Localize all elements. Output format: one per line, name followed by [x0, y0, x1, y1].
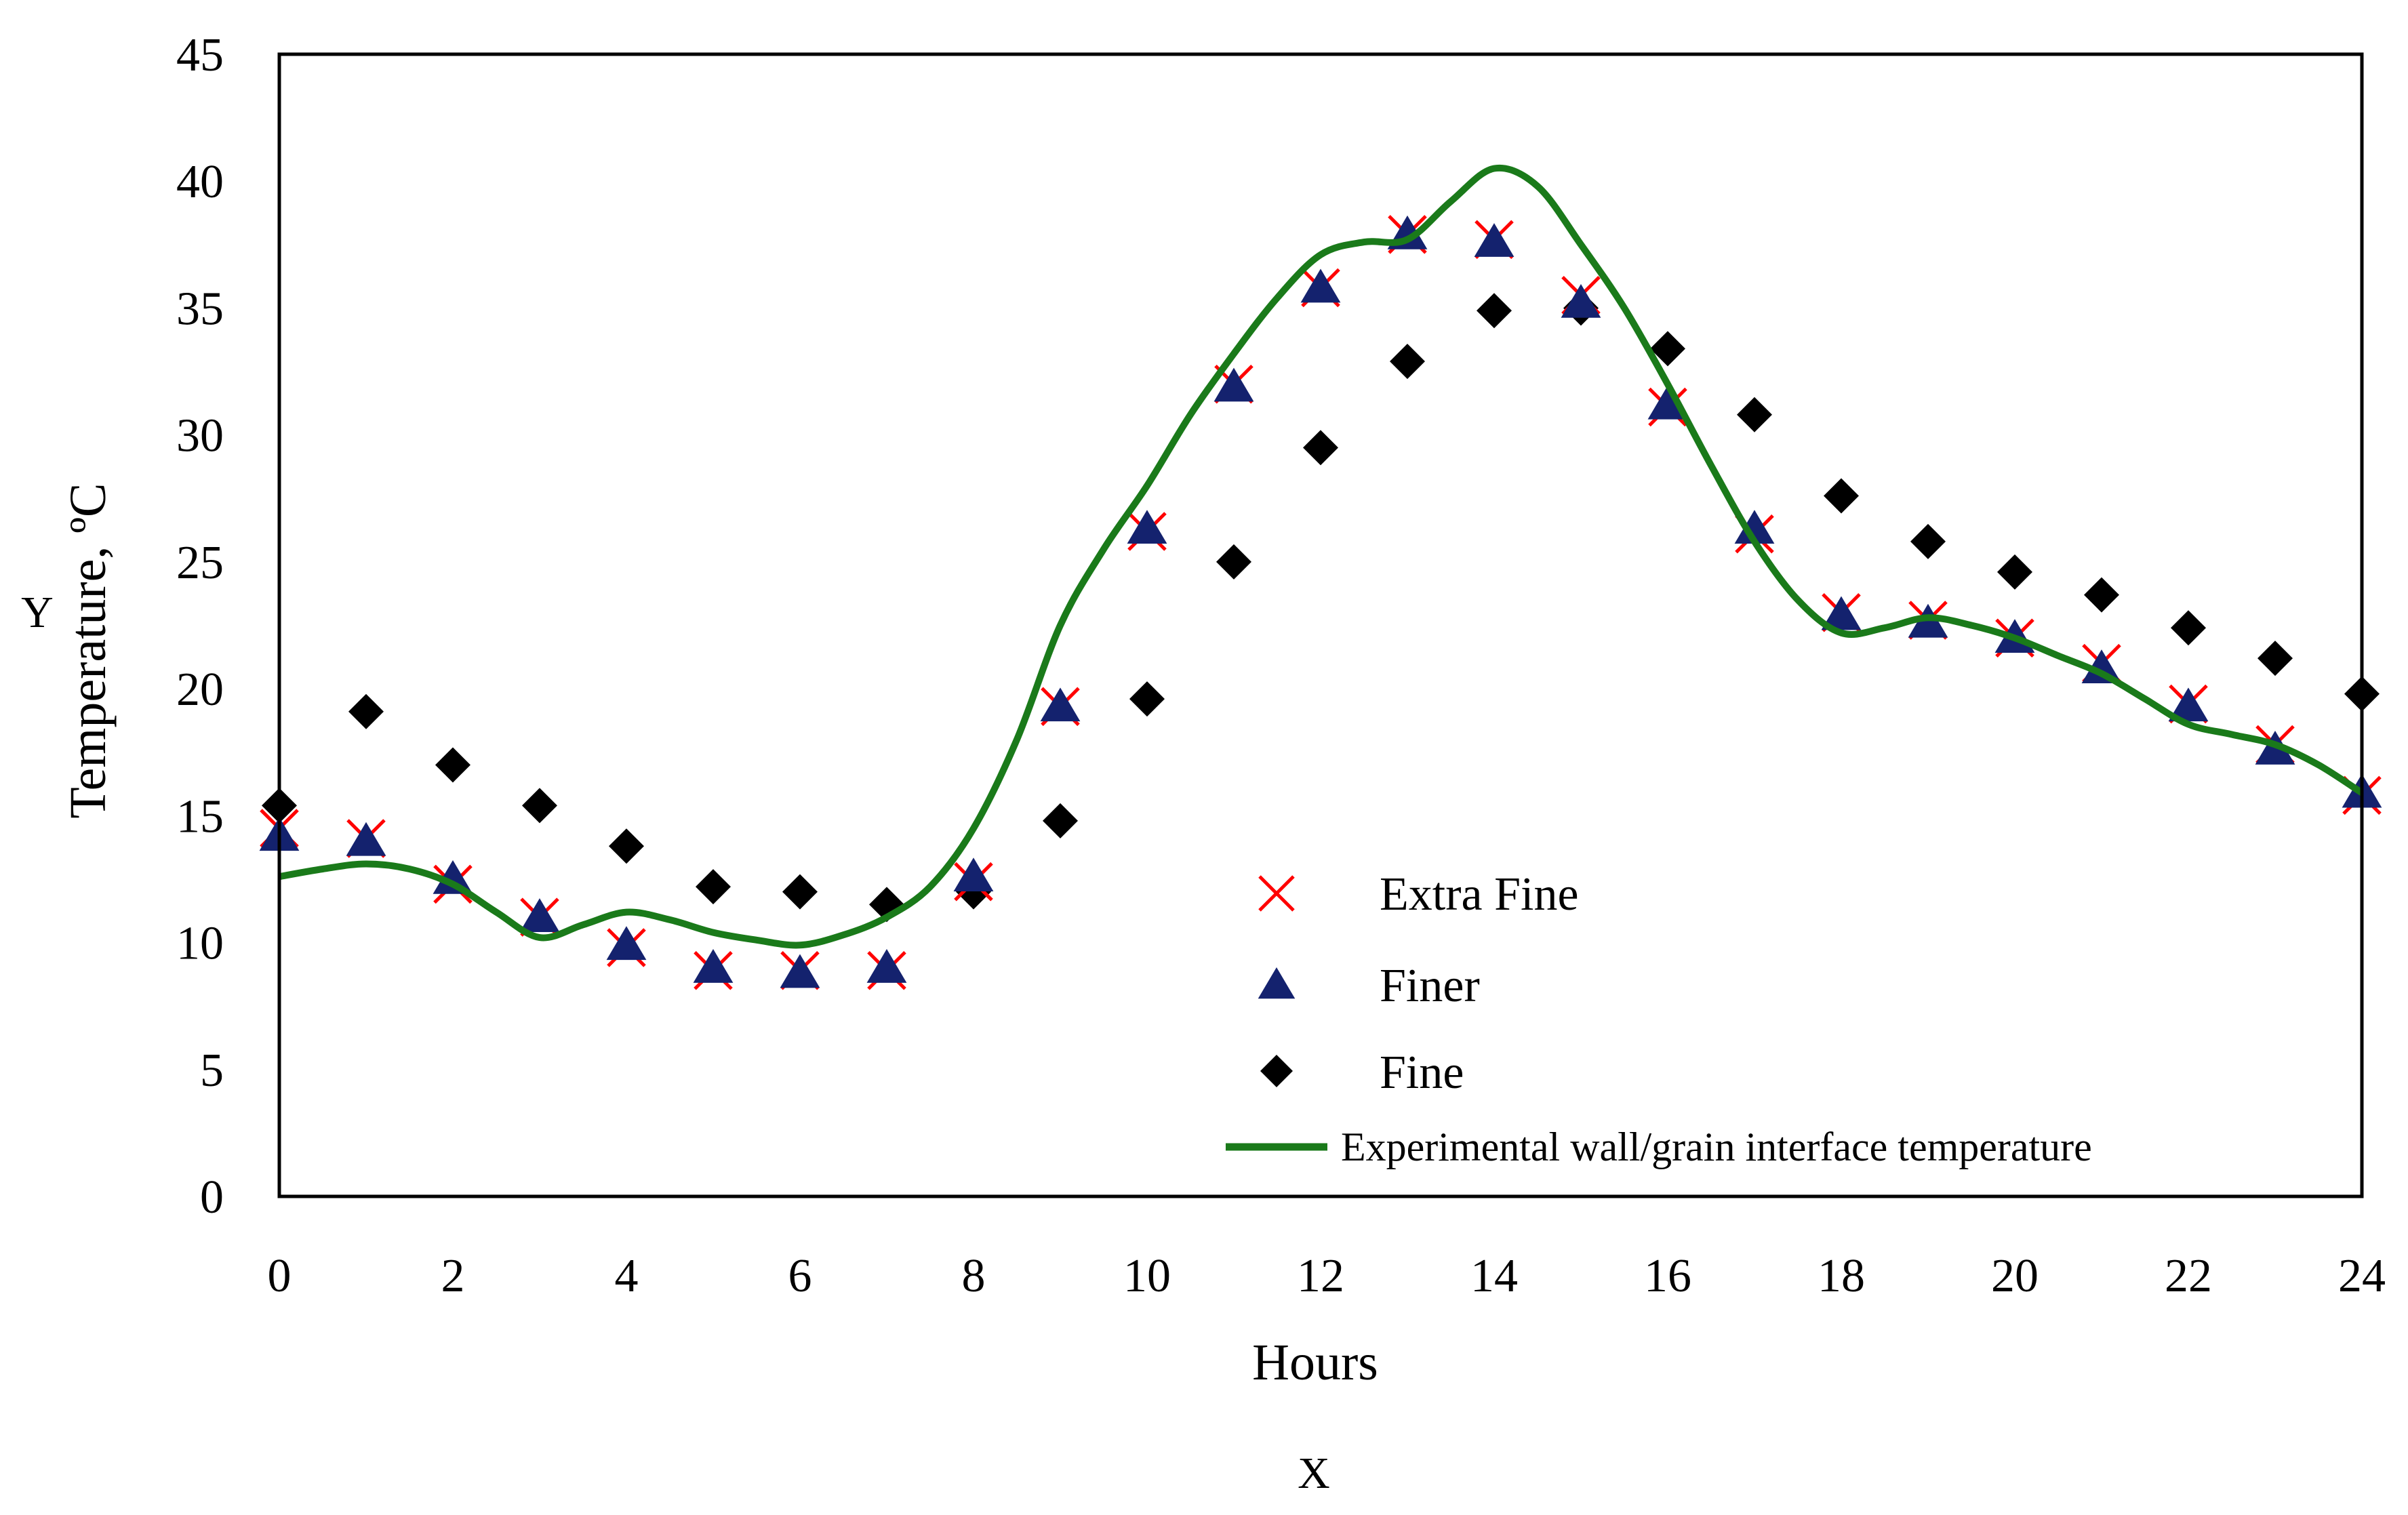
x-axis-ticks: 0 2 4 6 8 10 12 14 16 18 20 22 24 [268, 1250, 2386, 1302]
series-fine [262, 290, 2380, 923]
finer-point [780, 954, 820, 988]
fine-point [1910, 523, 1946, 559]
y-axis-ticks: 0 5 10 15 20 25 30 35 40 45 [176, 29, 224, 1224]
finer-point [1561, 283, 1601, 318]
series-extra-fine [260, 215, 2382, 990]
fine-point [1303, 430, 1338, 466]
finer-point [1734, 510, 1775, 544]
x-tick-label: 14 [1470, 1250, 1518, 1302]
finer-point [1647, 385, 1688, 420]
fine-point [1129, 681, 1165, 717]
legend-item-experimental: Experimental wall/grain interface temper… [1226, 1125, 2092, 1169]
finer-point [953, 857, 994, 892]
fine-point [435, 747, 470, 783]
finer-point [1300, 268, 1341, 303]
legend: Extra Fine Finer Fine Experimental wall/… [1226, 868, 2092, 1169]
finer-point [1040, 687, 1081, 722]
legend-label-experimental: Experimental wall/grain interface temper… [1341, 1125, 2092, 1169]
legend-x-marker [1258, 875, 1295, 912]
x-tick-label: 2 [441, 1250, 465, 1302]
finer-point [2168, 687, 2209, 722]
x-tick-label: 22 [2165, 1250, 2212, 1302]
x-tick-label: 12 [1297, 1250, 1344, 1302]
fine-point [1216, 544, 1251, 580]
legend-diamond-marker [1260, 1055, 1293, 1087]
finer-point [519, 898, 560, 932]
fine-point [609, 828, 644, 864]
y-axis-title: Temperature, ºC [60, 483, 117, 818]
x-tick-label: 16 [1644, 1250, 1691, 1302]
x-tick-label: 24 [2338, 1250, 2386, 1302]
fine-point [522, 788, 557, 824]
y-tick-label: 15 [176, 790, 224, 843]
legend-item-extra-fine: Extra Fine [1258, 868, 1579, 921]
y-tick-label: 35 [176, 283, 224, 335]
series-finer [259, 215, 2382, 988]
plot-area [259, 164, 2382, 990]
x-axis-letter: X [1298, 1449, 1330, 1498]
fine-point [1390, 344, 1425, 380]
fine-point [2084, 577, 2119, 613]
legend-item-fine: Fine [1260, 1047, 1464, 1099]
legend-label-extra-fine: Extra Fine [1380, 868, 1579, 921]
fine-point [348, 693, 384, 729]
finer-point [693, 949, 734, 983]
fine-point [782, 874, 818, 910]
y-tick-label: 5 [200, 1045, 224, 1097]
legend-marker-extra-fine [1258, 875, 1295, 912]
experimental-line [279, 164, 2364, 949]
x-tick-label: 10 [1123, 1250, 1171, 1302]
finer-point [2081, 649, 2122, 683]
fine-point [1737, 397, 1772, 432]
finer-point [1127, 510, 1167, 544]
plot-frame [277, 52, 2364, 1198]
fine-point [1650, 331, 1685, 367]
legend-marker-fine [1260, 1055, 1293, 1087]
fine-point [2171, 610, 2206, 646]
y-tick-label: 45 [176, 29, 224, 81]
finer-point [1821, 596, 1862, 630]
finer-point [606, 926, 647, 961]
finer-point [346, 822, 386, 856]
fine-point [1824, 478, 1859, 514]
y-tick-label: 20 [176, 664, 224, 716]
x-tick-label: 8 [962, 1250, 986, 1302]
fine-point [1997, 554, 2032, 590]
legend-label-fine: Fine [1380, 1047, 1464, 1099]
legend-label-finer: Finer [1380, 960, 1480, 1012]
x-tick-label: 4 [615, 1250, 639, 1302]
legend-triangle-marker [1258, 967, 1296, 999]
fine-point [696, 869, 731, 905]
y-tick-label: 40 [176, 156, 224, 208]
y-axis-letter: Y [21, 588, 54, 637]
finer-point [866, 949, 907, 983]
legend-item-finer: Finer [1258, 960, 1480, 1012]
x-tick-label: 6 [788, 1250, 812, 1302]
y-tick-label: 0 [200, 1171, 224, 1224]
legend-marker-finer [1258, 967, 1296, 999]
finer-point [1213, 367, 1254, 402]
y-tick-label: 10 [176, 918, 224, 970]
y-tick-label: 25 [176, 537, 224, 589]
finer-point [1474, 223, 1514, 257]
x-tick-label: 20 [1991, 1250, 2039, 1302]
y-tick-label: 30 [176, 410, 224, 462]
finer-point [433, 860, 473, 894]
fine-point [1043, 803, 1078, 839]
x-axis-title: Hours [1252, 1334, 1378, 1391]
fine-point [2258, 641, 2293, 676]
fine-point [1477, 293, 1512, 329]
x-tick-label: 0 [268, 1250, 292, 1302]
x-tick-label: 18 [1818, 1250, 1865, 1302]
